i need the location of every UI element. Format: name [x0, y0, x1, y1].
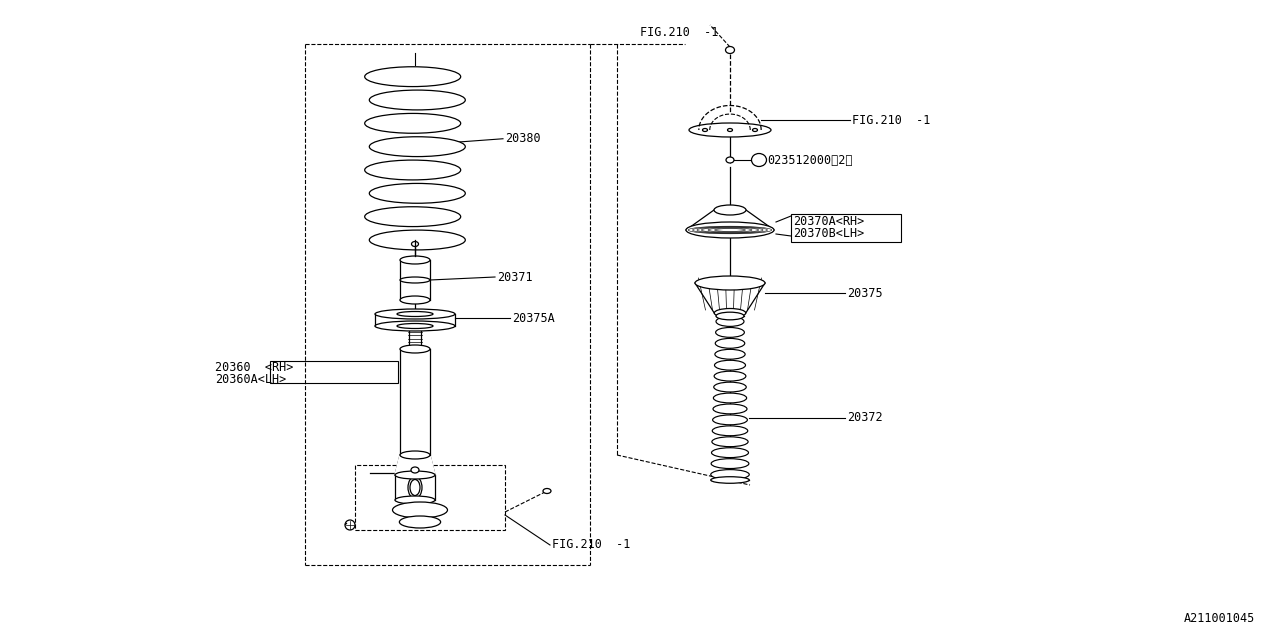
Text: 20370A<RH>: 20370A<RH> — [794, 214, 864, 227]
Ellipse shape — [401, 345, 430, 353]
Text: 20360  <RH>: 20360 <RH> — [215, 360, 293, 374]
Ellipse shape — [714, 349, 745, 359]
Ellipse shape — [716, 339, 745, 348]
Text: A211001045: A211001045 — [1184, 612, 1254, 625]
Text: 20375A: 20375A — [512, 312, 554, 324]
Ellipse shape — [543, 488, 550, 493]
Ellipse shape — [714, 308, 746, 317]
Ellipse shape — [714, 205, 746, 215]
Bar — [355, 465, 506, 530]
Polygon shape — [396, 455, 435, 475]
Ellipse shape — [401, 256, 430, 264]
Text: 20380: 20380 — [506, 132, 540, 145]
Ellipse shape — [370, 230, 466, 250]
Text: FIG.210  -1: FIG.210 -1 — [852, 114, 931, 127]
Ellipse shape — [370, 137, 466, 157]
Text: FIG.210  -1: FIG.210 -1 — [552, 538, 630, 552]
Ellipse shape — [712, 448, 749, 458]
Ellipse shape — [712, 426, 748, 436]
Ellipse shape — [753, 129, 758, 131]
Ellipse shape — [399, 516, 440, 528]
Ellipse shape — [710, 477, 749, 483]
Ellipse shape — [703, 129, 708, 131]
Ellipse shape — [401, 451, 430, 459]
Ellipse shape — [695, 276, 765, 290]
Ellipse shape — [393, 502, 448, 518]
Text: 20360A<LH>: 20360A<LH> — [215, 372, 287, 385]
Ellipse shape — [375, 321, 454, 331]
Ellipse shape — [713, 404, 748, 414]
Text: 20375: 20375 — [847, 287, 883, 300]
Ellipse shape — [396, 471, 435, 479]
Ellipse shape — [714, 382, 746, 392]
Ellipse shape — [408, 477, 422, 499]
Ellipse shape — [396, 496, 435, 504]
Ellipse shape — [375, 309, 454, 319]
Ellipse shape — [401, 296, 430, 304]
Ellipse shape — [397, 312, 433, 317]
Ellipse shape — [397, 323, 433, 328]
Ellipse shape — [714, 371, 746, 381]
Text: 20371: 20371 — [497, 271, 532, 284]
Ellipse shape — [365, 67, 461, 86]
Ellipse shape — [712, 459, 749, 468]
Ellipse shape — [714, 360, 745, 370]
Text: N: N — [753, 154, 759, 166]
Text: 20372: 20372 — [847, 411, 883, 424]
Ellipse shape — [716, 312, 744, 320]
Ellipse shape — [727, 129, 732, 131]
Text: 023512000（2）: 023512000（2） — [767, 154, 852, 166]
Ellipse shape — [686, 222, 774, 238]
Bar — [791, 214, 901, 242]
Text: FIG.210  -1: FIG.210 -1 — [640, 26, 718, 38]
Ellipse shape — [716, 328, 745, 337]
Ellipse shape — [370, 184, 466, 204]
Ellipse shape — [365, 113, 461, 133]
Ellipse shape — [712, 437, 748, 447]
Ellipse shape — [365, 207, 461, 227]
Text: 20370B<LH>: 20370B<LH> — [794, 227, 864, 239]
Ellipse shape — [726, 47, 735, 54]
Ellipse shape — [401, 277, 430, 283]
Ellipse shape — [710, 470, 749, 479]
Bar — [270, 361, 398, 383]
Ellipse shape — [713, 415, 748, 425]
Ellipse shape — [370, 90, 466, 110]
Ellipse shape — [411, 467, 419, 473]
Ellipse shape — [689, 123, 771, 137]
Ellipse shape — [713, 393, 746, 403]
Ellipse shape — [726, 157, 733, 163]
Ellipse shape — [716, 317, 744, 326]
Ellipse shape — [365, 160, 461, 180]
Ellipse shape — [751, 154, 767, 166]
